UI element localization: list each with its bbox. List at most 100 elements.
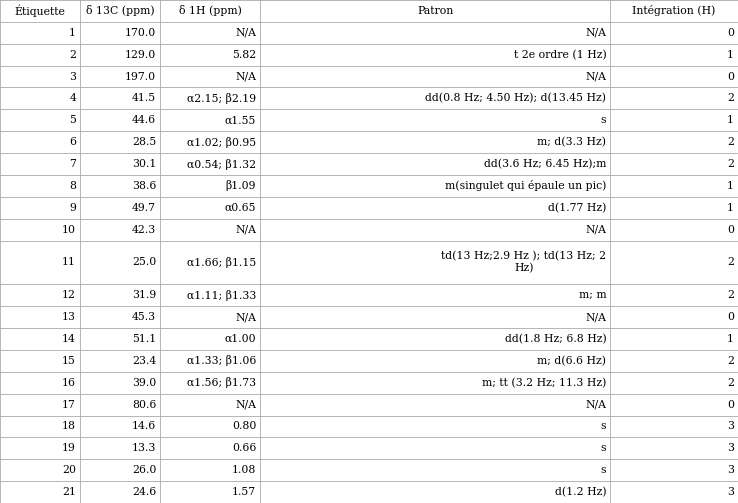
Text: 0: 0 xyxy=(727,312,734,322)
Text: 3: 3 xyxy=(69,71,76,81)
Text: 2: 2 xyxy=(727,378,734,388)
Text: 30.1: 30.1 xyxy=(132,159,156,169)
Text: 13: 13 xyxy=(62,312,76,322)
Text: 9: 9 xyxy=(69,203,76,213)
Text: 0: 0 xyxy=(727,71,734,81)
Text: 2: 2 xyxy=(69,50,76,60)
Text: Intégration (H): Intégration (H) xyxy=(632,6,716,17)
Text: 45.3: 45.3 xyxy=(132,312,156,322)
Text: 21: 21 xyxy=(62,487,76,497)
Text: 42.3: 42.3 xyxy=(132,225,156,234)
Text: Étiquette: Étiquette xyxy=(15,5,66,17)
Text: 4: 4 xyxy=(69,94,76,104)
Text: 44.6: 44.6 xyxy=(132,115,156,125)
Text: α1.02; β0.95: α1.02; β0.95 xyxy=(187,137,256,148)
Text: 1: 1 xyxy=(727,334,734,344)
Text: N/A: N/A xyxy=(235,71,256,81)
Text: 2: 2 xyxy=(727,356,734,366)
Text: N/A: N/A xyxy=(585,312,607,322)
Text: 15: 15 xyxy=(62,356,76,366)
Text: 41.5: 41.5 xyxy=(132,94,156,104)
Text: 11: 11 xyxy=(62,258,76,268)
Text: d(1.77 Hz): d(1.77 Hz) xyxy=(548,203,607,213)
Text: α1.56; β1.73: α1.56; β1.73 xyxy=(187,377,256,388)
Text: 31.9: 31.9 xyxy=(132,290,156,300)
Text: α1.66; β1.15: α1.66; β1.15 xyxy=(187,257,256,268)
Text: δ 1H (ppm): δ 1H (ppm) xyxy=(179,6,241,17)
Text: 2: 2 xyxy=(727,258,734,268)
Text: 3: 3 xyxy=(727,465,734,475)
Text: 5.82: 5.82 xyxy=(232,50,256,60)
Text: N/A: N/A xyxy=(585,399,607,409)
Text: β1.09: β1.09 xyxy=(226,181,256,191)
Text: N/A: N/A xyxy=(585,71,607,81)
Text: 18: 18 xyxy=(62,422,76,432)
Text: N/A: N/A xyxy=(235,225,256,234)
Text: 19: 19 xyxy=(62,443,76,453)
Text: m; m: m; m xyxy=(579,290,607,300)
Text: 1: 1 xyxy=(727,115,734,125)
Text: 8: 8 xyxy=(69,181,76,191)
Text: s: s xyxy=(601,115,607,125)
Text: 1: 1 xyxy=(727,181,734,191)
Text: 2: 2 xyxy=(727,159,734,169)
Text: 28.5: 28.5 xyxy=(132,137,156,147)
Text: N/A: N/A xyxy=(235,28,256,38)
Text: 23.4: 23.4 xyxy=(132,356,156,366)
Text: m; d(6.6 Hz): m; d(6.6 Hz) xyxy=(537,356,607,366)
Text: 1: 1 xyxy=(727,50,734,60)
Text: 0.66: 0.66 xyxy=(232,443,256,453)
Text: 1: 1 xyxy=(69,28,76,38)
Text: s: s xyxy=(601,465,607,475)
Text: 6: 6 xyxy=(69,137,76,147)
Text: m; d(3.3 Hz): m; d(3.3 Hz) xyxy=(537,137,607,147)
Text: 12: 12 xyxy=(62,290,76,300)
Text: 38.6: 38.6 xyxy=(132,181,156,191)
Text: 25.0: 25.0 xyxy=(132,258,156,268)
Text: 51.1: 51.1 xyxy=(132,334,156,344)
Text: 13.3: 13.3 xyxy=(132,443,156,453)
Text: α0.54; β1.32: α0.54; β1.32 xyxy=(187,158,256,170)
Text: 5: 5 xyxy=(69,115,76,125)
Text: Patron: Patron xyxy=(417,6,453,16)
Text: td(13 Hz;2.9 Hz ); td(13 Hz; 2
Hz): td(13 Hz;2.9 Hz ); td(13 Hz; 2 Hz) xyxy=(441,252,607,274)
Text: 24.6: 24.6 xyxy=(132,487,156,497)
Text: 0.80: 0.80 xyxy=(232,422,256,432)
Text: 3: 3 xyxy=(727,443,734,453)
Text: 39.0: 39.0 xyxy=(132,378,156,388)
Text: 20: 20 xyxy=(62,465,76,475)
Text: N/A: N/A xyxy=(585,28,607,38)
Text: α1.11; β1.33: α1.11; β1.33 xyxy=(187,290,256,301)
Text: 0: 0 xyxy=(727,225,734,234)
Text: α1.55: α1.55 xyxy=(225,115,256,125)
Text: 197.0: 197.0 xyxy=(125,71,156,81)
Text: N/A: N/A xyxy=(235,399,256,409)
Text: 16: 16 xyxy=(62,378,76,388)
Text: 2: 2 xyxy=(727,94,734,104)
Text: 0: 0 xyxy=(727,28,734,38)
Text: 2: 2 xyxy=(727,137,734,147)
Text: 129.0: 129.0 xyxy=(125,50,156,60)
Text: 3: 3 xyxy=(727,422,734,432)
Text: s: s xyxy=(601,422,607,432)
Text: 1: 1 xyxy=(727,203,734,213)
Text: 2: 2 xyxy=(727,290,734,300)
Text: 49.7: 49.7 xyxy=(132,203,156,213)
Text: 80.6: 80.6 xyxy=(132,399,156,409)
Text: 10: 10 xyxy=(62,225,76,234)
Text: dd(0.8 Hz; 4.50 Hz); d(13.45 Hz): dd(0.8 Hz; 4.50 Hz); d(13.45 Hz) xyxy=(425,93,607,104)
Text: N/A: N/A xyxy=(235,312,256,322)
Text: N/A: N/A xyxy=(585,225,607,234)
Text: α2.15; β2.19: α2.15; β2.19 xyxy=(187,93,256,104)
Text: α1.33; β1.06: α1.33; β1.06 xyxy=(187,355,256,366)
Text: m(singulet qui épaule un pic): m(singulet qui épaule un pic) xyxy=(445,181,607,191)
Text: 17: 17 xyxy=(62,399,76,409)
Text: 26.0: 26.0 xyxy=(132,465,156,475)
Text: 170.0: 170.0 xyxy=(125,28,156,38)
Text: m; tt (3.2 Hz; 11.3 Hz): m; tt (3.2 Hz; 11.3 Hz) xyxy=(482,378,607,388)
Text: α1.00: α1.00 xyxy=(224,334,256,344)
Text: dd(1.8 Hz; 6.8 Hz): dd(1.8 Hz; 6.8 Hz) xyxy=(505,334,607,344)
Text: α0.65: α0.65 xyxy=(224,203,256,213)
Text: dd(3.6 Hz; 6.45 Hz);m: dd(3.6 Hz; 6.45 Hz);m xyxy=(484,159,607,169)
Text: t 2e ordre (1 Hz): t 2e ordre (1 Hz) xyxy=(514,49,607,60)
